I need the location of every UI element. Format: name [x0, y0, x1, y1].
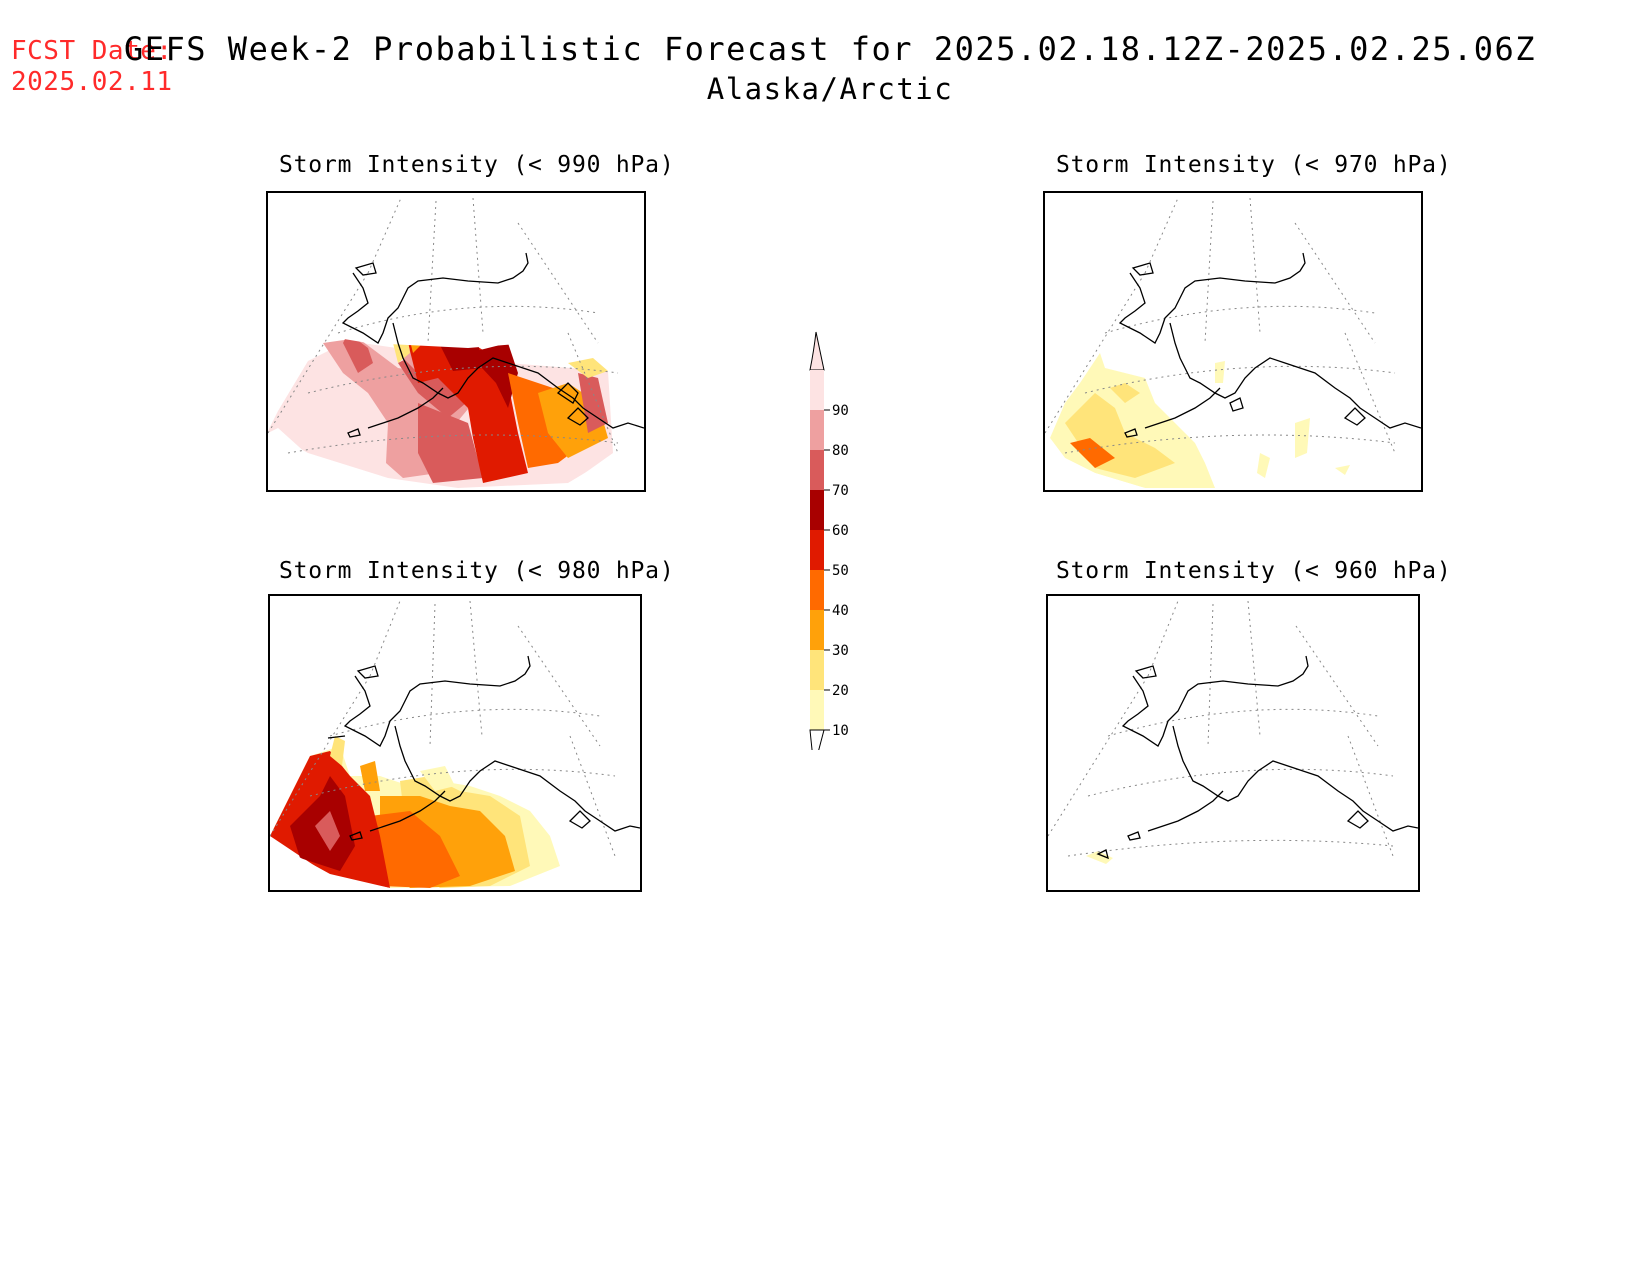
region-subtitle: Alaska/Arctic	[706, 72, 954, 106]
colorbar-block	[810, 410, 824, 450]
colorbar-block	[810, 650, 824, 690]
graticule-960	[1048, 600, 1394, 857]
panel-title-990: Storm Intensity (< 990 hPa)	[279, 152, 675, 178]
graticule-990	[268, 197, 619, 454]
coastline-980	[327, 655, 640, 841]
colorbar-block	[810, 450, 824, 490]
map-panel-980	[268, 594, 642, 892]
map-mask-990	[268, 193, 644, 490]
map-mask-970	[1045, 438, 1215, 490]
panel-title-970: Storm Intensity (< 970 hPa)	[1056, 152, 1452, 178]
colorbar-tick-label: 80	[832, 443, 849, 459]
colorbar-block	[810, 690, 824, 730]
probability-colorbar: 10 20 30 40 50 60 70 80 90	[808, 330, 888, 769]
colorbar-cap-bottom	[809, 729, 825, 769]
colorbar-block	[810, 370, 824, 410]
coastline-970	[1118, 252, 1421, 438]
colorbar-block	[810, 530, 824, 570]
probability-field-980	[270, 736, 560, 888]
map-panel-960	[1046, 594, 1420, 892]
title-line: GEFS Week-2 Probabilistic Forecast for 2…	[123, 30, 1537, 68]
graticule-980	[270, 600, 616, 857]
colorbar-cap-top	[809, 331, 825, 371]
map-panel-970	[1043, 191, 1423, 492]
map-mask-980	[270, 841, 640, 890]
colorbar-tick-label: 40	[832, 603, 849, 619]
colorbar-tick-label: 70	[832, 483, 849, 499]
fcst-date-caption: FCST Date:	[11, 36, 173, 66]
panel-title-980: Storm Intensity (< 980 hPa)	[279, 558, 675, 584]
probability-field-960	[1086, 851, 1113, 864]
map-panel-990	[266, 191, 646, 492]
colorbar-block	[810, 610, 824, 650]
colorbar-tick-label: 10	[832, 723, 849, 739]
figure-title: GEFS Week-2 Probabilistic Forecast for 2…	[0, 30, 1650, 106]
colorbar-tick-label: 20	[832, 683, 849, 699]
colorbar-svg: 10 20 30 40 50 60 70 80 90	[809, 331, 849, 769]
coastline-960	[1096, 655, 1418, 860]
colorbar-block	[810, 570, 824, 610]
panel-title-960: Storm Intensity (< 960 hPa)	[1056, 558, 1452, 584]
colorbar-tick-label: 30	[832, 643, 849, 659]
graticule-970	[1045, 197, 1396, 454]
probability-field-970	[1050, 353, 1350, 488]
colorbar-tick-label: 50	[832, 563, 849, 579]
colorbar-tick-label: 60	[832, 523, 849, 539]
colorbar-tick-label: 90	[832, 403, 849, 419]
coastline-990	[341, 252, 644, 438]
fcst-date-value: 2025.02.11	[11, 67, 173, 97]
forecast-date-label: FCST Date: 2025.02.11	[11, 36, 173, 98]
colorbar-block	[810, 490, 824, 530]
